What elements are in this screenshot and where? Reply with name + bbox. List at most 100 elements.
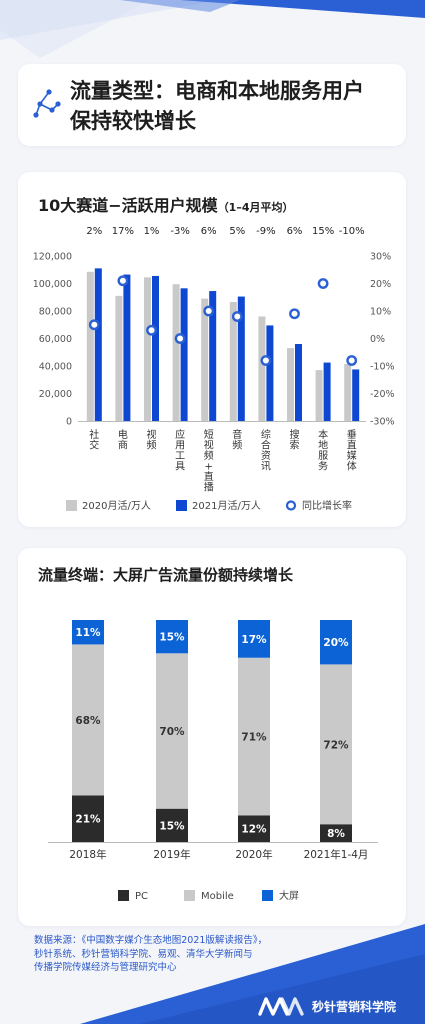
bar-2020 [172,284,180,421]
source-line: 秒针系统、秒针营销科学院、易观、清华大学新闻与 [34,948,253,960]
x-tick-label: 媒 [347,450,357,462]
growth-marker [231,311,243,322]
page-title: 流量类型：电商和本地服务用户 保持较快增长 [70,76,400,136]
terminal-share-chart-card: 流量终端：大屏广告流量份额持续增长 21% 68% 11% 2018年 15% 70% 15… [18,548,406,926]
data-source-note: 数据来源：《中国数字媒介生态地图2021版解读报告》， 秒针系统、秒针营销科学院… [34,934,304,975]
bar-2020 [229,302,237,421]
growth-label: 2% [86,226,102,237]
x-tick-label: 2020年 [235,848,272,861]
growth-label: 6% [201,226,217,237]
stack-segment- [72,620,104,645]
y2-tick-label: -10% [370,362,395,373]
bar-2020 [315,370,323,421]
x-tick-label: + [205,462,213,473]
bar-2021 [123,274,131,421]
x-tick-label: 音 [232,428,242,441]
segment-label: 15% [159,632,185,644]
source-line: 传播学院传媒经济与管理研究中心 [34,962,177,973]
page-title-line: 保持较快增长 [70,109,196,133]
active-users-chart-card: 10大赛道−活跃用户规模（1–4月平均） 0 20,000 40,000 60,000… [18,172,406,527]
y-tick-label: 20,000 [39,389,72,400]
growth-label: 5% [229,226,245,237]
stack-segment-mobile [156,653,188,809]
legend-swatch-growth [285,500,297,511]
title-card: 流量类型：电商和本地服务用户 保持较快增长 [18,64,406,146]
growth-marker [117,275,129,287]
stack-segment-mobile [320,664,352,825]
chart-subtitle: （1–4月平均） [217,201,294,214]
stack-segment-pc [320,824,352,842]
growth-marker [289,308,300,320]
stack-segment- [156,620,188,654]
x-tick-label: 资 [261,450,271,462]
growth-label: -9% [256,226,275,237]
brand: 秒针营销科学院 [258,996,396,1016]
bar-2020 [86,271,94,421]
y2-tick-label: 20% [370,279,391,290]
bar-2021 [209,291,217,421]
terminal-share-chart: 21% 68% 11% 2018年 15% 70% 15% 2019年 12% 71% 17% 202… [48,620,378,902]
y2-tick-label: -20% [370,389,395,400]
y2-tick-label: -30% [370,417,395,428]
y-tick-label: 40,000 [39,362,72,373]
segment-label: 21% [75,814,101,826]
x-tick-label: 具 [175,461,185,473]
segment-label: 72% [323,739,349,751]
x-tick-label: 播 [204,481,214,494]
growth-label: 1% [144,226,160,237]
segment-label: 8% [327,828,345,840]
x-tick-label: 短 [204,428,214,441]
legend-swatch [118,890,129,901]
x-tick-label: 体 [347,461,357,473]
x-tick-label: 频 [147,439,157,452]
x-tick-label: 综 [261,428,271,441]
chart-title-text: 10大赛道−活跃用户规模 [38,196,218,215]
bar-2021 [237,296,245,421]
top-decoration [0,0,425,58]
y2-tick-label: 30% [370,252,391,263]
x-tick-label: 索 [290,439,300,452]
bar-2021 [323,362,331,421]
x-tick-label: 地 [318,439,328,452]
segment-label: 70% [159,726,185,738]
x-tick-label: 电 [118,428,128,441]
y-tick-label: 100,000 [33,279,72,290]
legend-label: 同比增长率 [302,499,352,512]
y-tick-label: 60,000 [39,334,72,345]
y2-tick-label: 0% [370,334,385,345]
mw-logo-icon [258,997,304,1016]
growth-marker [260,355,272,366]
bar-2020 [144,277,151,421]
growth-marker [346,355,358,366]
x-tick-label: 2018年 [69,848,106,861]
growth-marker [88,319,100,331]
segment-label: 68% [75,715,101,727]
y-tick-label: 80,000 [39,307,72,318]
bar-2021 [152,275,159,421]
y-tick-label: 0 [66,417,72,428]
page-title-line: 流量类型：电商和本地服务用户 [70,79,364,103]
x-tick-label: 频 [204,449,214,462]
brand-name: 秒针营销科学院 [312,999,397,1014]
bar-2021 [94,268,102,421]
stack-segment-pc [238,815,270,842]
legend-label: 2021月活/万人 [192,500,261,512]
x-tick-label: 直 [347,439,357,452]
growth-marker [146,324,157,336]
growth-marker [317,278,329,289]
segment-label: 17% [241,634,267,646]
segment-label: 12% [241,824,267,836]
bar-2021 [266,325,274,421]
segment-label: 15% [159,820,185,832]
x-tick-label: 频 [232,439,242,452]
x-tick-label: 工 [175,451,185,462]
legend-swatch [184,890,195,901]
legend-swatch [262,890,273,901]
stack-segment- [238,620,270,658]
x-tick-label: 应 [175,428,185,441]
legend-label: PC [135,891,148,902]
x-tick-label: 商 [118,439,128,452]
growth-label: 6% [287,226,303,237]
legend-swatch-2021 [176,500,187,511]
bar-2021 [352,369,360,421]
